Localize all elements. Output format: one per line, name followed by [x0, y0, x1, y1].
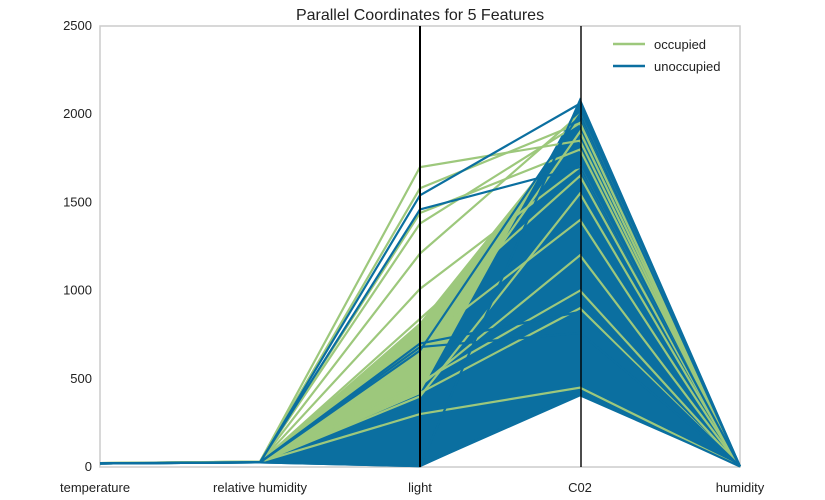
axis-label-humidity: humidity	[716, 480, 765, 495]
chart-title: Parallel Coordinates for 5 Features	[296, 7, 544, 24]
y-tick-label-1500: 1500	[63, 194, 92, 209]
y-tick-label-500: 500	[70, 371, 92, 386]
y-tick-label-1000: 1000	[63, 283, 92, 298]
axis-label-c02: C02	[568, 480, 592, 495]
legend-label-unoccupied: unoccupied	[654, 59, 721, 74]
legend-label-occupied: occupied	[654, 37, 706, 52]
y-tick-label-2500: 2500	[63, 18, 92, 33]
y-tick-labels: 0 500 1000 1500 2000 2500	[63, 18, 92, 474]
axis-label-light: light	[408, 480, 432, 495]
axis-label-relative-humidity: relative humidity	[213, 480, 307, 495]
axis-labels: temperature relative humidity light C02 humi…	[60, 480, 765, 495]
y-tick-label-0: 0	[85, 459, 92, 474]
y-tick-label-2000: 2000	[63, 106, 92, 121]
axis-label-temperature: temperature	[60, 480, 130, 495]
